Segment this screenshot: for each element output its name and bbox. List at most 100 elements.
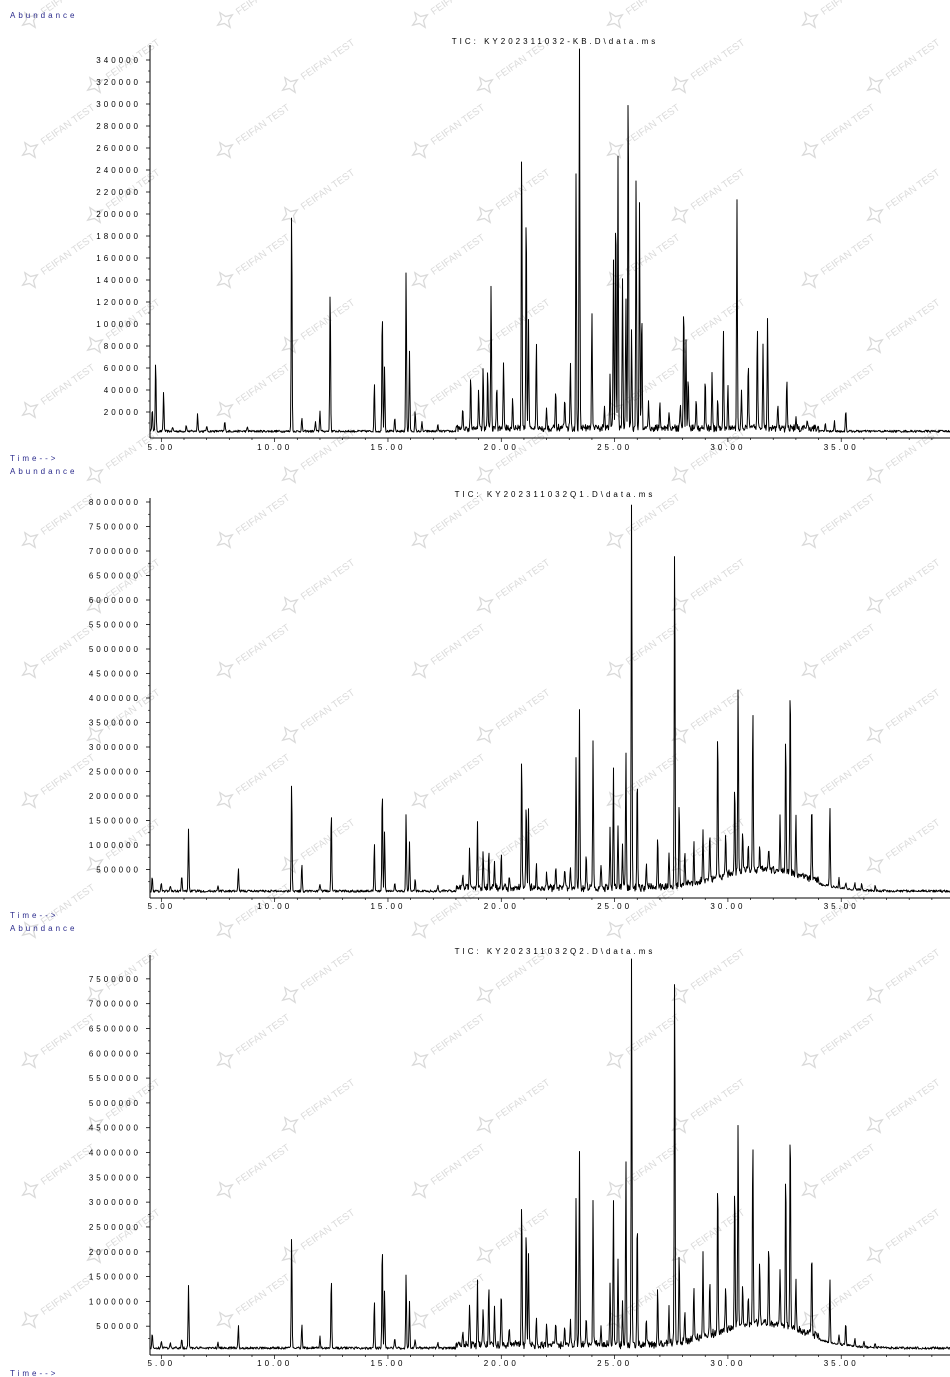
y-tick-label: 2000000 <box>89 792 141 801</box>
watermark-text: FEIFAN TEST <box>884 817 942 862</box>
watermark: FEIFAN TEST <box>281 947 357 1004</box>
watermark: FEIFAN TEST <box>21 492 97 549</box>
watermark: FEIFAN TEST <box>476 687 552 744</box>
watermark: FEIFAN TEST <box>606 232 682 289</box>
watermark: FEIFAN TEST <box>801 102 877 159</box>
y-tick-label: 7500000 <box>89 523 141 532</box>
watermark-star-icon <box>21 661 39 679</box>
watermark-text: FEIFAN TEST <box>819 1142 877 1187</box>
watermark-star-icon <box>671 596 689 614</box>
watermark-text: FEIFAN TEST <box>234 752 292 797</box>
watermark-text: FEIFAN TEST <box>819 752 877 797</box>
x-axis-label: Time--> <box>10 911 58 920</box>
x-tick-label: 30.00 <box>710 443 745 452</box>
watermark: FEIFAN TEST <box>801 232 877 289</box>
watermark-text: FEIFAN TEST <box>494 1077 552 1122</box>
watermark-star-icon <box>281 466 299 484</box>
y-tick-label: 80000 <box>104 342 141 351</box>
watermark: FEIFAN TEST <box>866 557 942 614</box>
watermark-star-icon <box>21 1181 39 1199</box>
watermark-text: FEIFAN TEST <box>689 37 747 82</box>
watermark-text: FEIFAN TEST <box>299 167 357 212</box>
watermark-text: FEIFAN TEST <box>689 297 747 342</box>
tic-trace <box>149 48 950 433</box>
watermark-text: FEIFAN TEST <box>884 297 942 342</box>
watermark-star-icon <box>476 986 494 1004</box>
x-tick-label: 10.00 <box>257 443 292 452</box>
watermark-text: FEIFAN TEST <box>429 1272 487 1317</box>
watermark-star-icon <box>866 1116 884 1134</box>
watermark-star-icon <box>216 401 234 419</box>
watermark-star-icon <box>411 661 429 679</box>
y-tick-label: 6000000 <box>89 1049 141 1058</box>
watermark-star-icon <box>281 726 299 744</box>
watermark: FEIFAN TEST <box>801 622 877 679</box>
watermark: FEIFAN TEST <box>216 232 292 289</box>
watermark: FEIFAN TEST <box>281 687 357 744</box>
y-tick-label: 7000000 <box>89 1000 141 1009</box>
y-tick-label: 280000 <box>96 122 141 131</box>
watermark-star-icon <box>866 466 884 484</box>
watermark-text: FEIFAN TEST <box>624 622 682 667</box>
watermark: FEIFAN TEST <box>281 557 357 614</box>
y-tick-label: 200000 <box>96 210 141 219</box>
watermark: FEIFAN TEST <box>86 427 162 484</box>
watermark-text: FEIFAN TEST <box>494 557 552 602</box>
watermark-text: FEIFAN TEST <box>234 362 292 407</box>
y-tick-label: 140000 <box>96 276 141 285</box>
watermark-text: FEIFAN TEST <box>624 1012 682 1057</box>
y-tick-label: 20000 <box>104 408 141 417</box>
watermark-star-icon <box>216 531 234 549</box>
y-tick-label: 1000000 <box>89 1297 141 1306</box>
y-tick-label: 6500000 <box>89 1024 141 1033</box>
watermark-star-icon <box>801 1181 819 1199</box>
watermark: FEIFAN TEST <box>671 1077 747 1134</box>
y-tick-label: 120000 <box>96 298 141 307</box>
watermark-text: FEIFAN TEST <box>884 1077 942 1122</box>
watermark: FEIFAN TEST <box>606 1012 682 1069</box>
watermark-text: FEIFAN TEST <box>429 0 487 18</box>
watermark-text: FEIFAN TEST <box>884 687 942 732</box>
watermark: FEIFAN TEST <box>21 102 97 159</box>
watermark-star-icon <box>411 1311 429 1329</box>
watermark-star-icon <box>801 661 819 679</box>
watermark-text: FEIFAN TEST <box>299 427 357 472</box>
x-tick-label: 15.00 <box>370 1359 405 1368</box>
y-tick-label: 4000000 <box>89 1149 141 1158</box>
watermark: FEIFAN TEST <box>216 752 292 809</box>
y-tick-label: 6500000 <box>89 572 141 581</box>
watermark-star-icon <box>281 596 299 614</box>
watermark-text: FEIFAN TEST <box>494 817 552 862</box>
x-axis-label: Time--> <box>10 1369 58 1377</box>
x-tick-label: 10.00 <box>257 902 292 911</box>
watermark: FEIFAN TEST <box>21 1272 97 1329</box>
watermark-star-icon <box>86 76 104 94</box>
watermark-star-icon <box>21 791 39 809</box>
y-tick-label: 7000000 <box>89 547 141 556</box>
watermark-text: FEIFAN TEST <box>429 752 487 797</box>
y-tick-label: 7500000 <box>89 975 141 984</box>
y-tick-label: 340000 <box>96 56 141 65</box>
watermark: FEIFAN TEST <box>86 37 162 94</box>
watermark-star-icon <box>21 1051 39 1069</box>
watermark: FEIFAN TEST <box>411 0 487 29</box>
watermark-text: FEIFAN TEST <box>299 37 357 82</box>
watermark: FEIFAN TEST <box>866 1077 942 1134</box>
watermark-star-icon <box>21 141 39 159</box>
y-axis-label: Abundance <box>10 924 77 933</box>
watermark: FEIFAN TEST <box>801 0 877 29</box>
watermark: FEIFAN TEST <box>671 427 747 484</box>
watermark-text: FEIFAN TEST <box>624 362 682 407</box>
watermark-star-icon <box>411 401 429 419</box>
watermark-star-icon <box>86 206 104 224</box>
watermark-text: FEIFAN TEST <box>234 102 292 147</box>
watermark-text: FEIFAN TEST <box>299 817 357 862</box>
watermark-text: FEIFAN TEST <box>234 1012 292 1057</box>
watermark-star-icon <box>671 206 689 224</box>
watermark-star-icon <box>606 1051 624 1069</box>
watermark-star-icon <box>671 466 689 484</box>
y-tick-label: 4500000 <box>89 1124 141 1133</box>
tic-trace <box>149 958 950 1350</box>
watermark-text: FEIFAN TEST <box>689 167 747 212</box>
